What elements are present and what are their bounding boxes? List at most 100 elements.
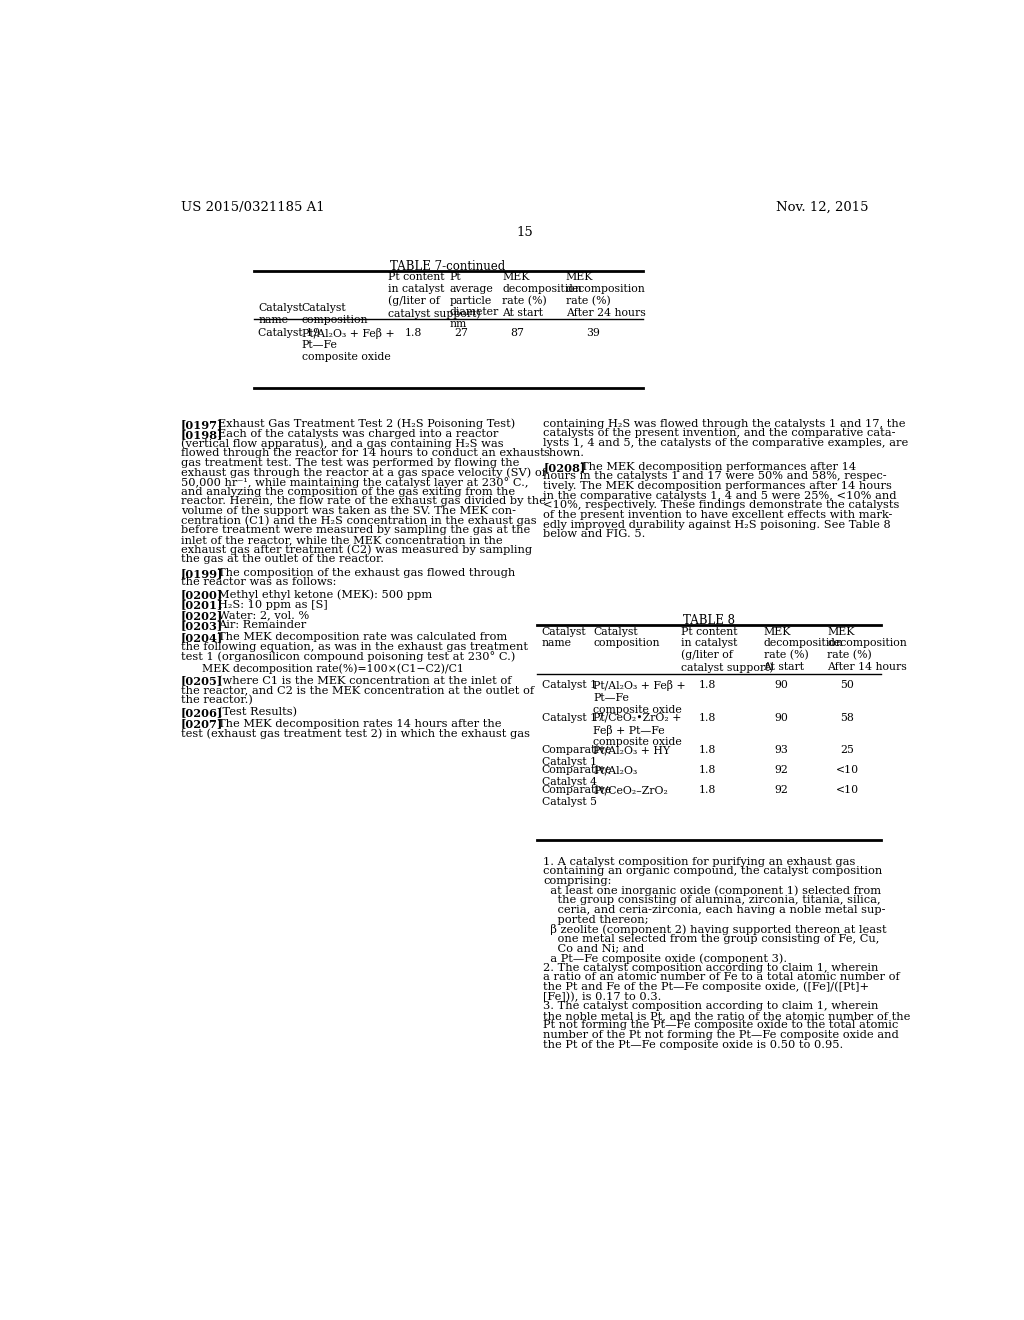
Text: The MEK decomposition rate was calculated from: The MEK decomposition rate was calculate… <box>218 632 507 643</box>
Text: exhaust gas through the reactor at a gas space velocity (SV) of: exhaust gas through the reactor at a gas… <box>180 467 546 478</box>
Text: the group consisting of alumina, zirconia, titania, silica,: the group consisting of alumina, zirconi… <box>544 895 881 906</box>
Text: 1.8: 1.8 <box>698 785 716 795</box>
Text: the Pt and Fe of the Pt—Fe composite oxide, ([Fe]/([Pt]+: the Pt and Fe of the Pt—Fe composite oxi… <box>544 982 869 993</box>
Text: Pt/CeO₂–ZrO₂: Pt/CeO₂–ZrO₂ <box>593 785 668 795</box>
Text: containing an organic compound, the catalyst composition: containing an organic compound, the cata… <box>544 866 883 876</box>
Text: [0203]: [0203] <box>180 620 223 631</box>
Text: <10%, respectively. These findings demonstrate the catalysts: <10%, respectively. These findings demon… <box>544 500 900 511</box>
Text: Pt/Al₂O₃ + Feβ +
Pt—Fe
composite oxide: Pt/Al₂O₃ + Feβ + Pt—Fe composite oxide <box>593 681 686 714</box>
Text: flowed through the reactor for 14 hours to conduct an exhaust: flowed through the reactor for 14 hours … <box>180 449 545 458</box>
Text: [0204]: [0204] <box>180 632 223 643</box>
Text: comprising:: comprising: <box>544 876 611 886</box>
Text: Pt/CeO₂•ZrO₂ +
Feβ + Pt—Fe
composite oxide: Pt/CeO₂•ZrO₂ + Feβ + Pt—Fe composite oxi… <box>593 713 682 747</box>
Text: centration (C1) and the H₂S concentration in the exhaust gas: centration (C1) and the H₂S concentratio… <box>180 516 537 527</box>
Text: [0198]: [0198] <box>180 429 223 440</box>
Text: H₂S: 10 ppm as [S]: H₂S: 10 ppm as [S] <box>218 599 328 610</box>
Text: Methyl ethyl ketone (MEK): 500 ppm: Methyl ethyl ketone (MEK): 500 ppm <box>218 589 432 599</box>
Text: volume of the support was taken as the SV. The MEK con-: volume of the support was taken as the S… <box>180 506 516 516</box>
Text: a Pt—Fe composite oxide (component 3).: a Pt—Fe composite oxide (component 3). <box>544 953 787 964</box>
Text: containing H₂S was flowed through the catalysts 1 and 17, the: containing H₂S was flowed through the ca… <box>544 418 906 429</box>
Text: catalysts of the present invention, and the comparative cata-: catalysts of the present invention, and … <box>544 428 896 438</box>
Text: test 1 (organosilicon compound poisoning test at 230° C.): test 1 (organosilicon compound poisoning… <box>180 652 515 663</box>
Text: ceria, and ceria-zirconia, each having a noble metal sup-: ceria, and ceria-zirconia, each having a… <box>544 906 886 915</box>
Text: reactor. Herein, the flow rate of the exhaust gas divided by the: reactor. Herein, the flow rate of the ex… <box>180 496 546 507</box>
Text: US 2015/0321185 A1: US 2015/0321185 A1 <box>180 201 325 214</box>
Text: exhaust gas after treatment (C2) was measured by sampling: exhaust gas after treatment (C2) was mea… <box>180 545 531 556</box>
Text: gas treatment test. The test was performed by flowing the: gas treatment test. The test was perform… <box>180 458 519 467</box>
Text: at least one inorganic oxide (component 1) selected from: at least one inorganic oxide (component … <box>544 886 882 896</box>
Text: Nov. 12, 2015: Nov. 12, 2015 <box>776 201 869 214</box>
Text: [0202]: [0202] <box>180 610 223 620</box>
Text: Comparative
Catalyst 4: Comparative Catalyst 4 <box>542 766 612 787</box>
Text: test (exhaust gas treatment test 2) in which the exhaust gas: test (exhaust gas treatment test 2) in w… <box>180 729 529 739</box>
Text: the reactor.): the reactor.) <box>180 694 253 705</box>
Text: The MEK decomposition performances after 14: The MEK decomposition performances after… <box>581 462 856 471</box>
Text: shown.: shown. <box>544 447 585 458</box>
Text: [Fe])), is 0.17 to 0.3.: [Fe])), is 0.17 to 0.3. <box>544 991 662 1002</box>
Text: <10: <10 <box>836 785 859 795</box>
Text: Comparative
Catalyst 1: Comparative Catalyst 1 <box>542 744 612 767</box>
Text: 1. A catalyst composition for purifying an exhaust gas: 1. A catalyst composition for purifying … <box>544 857 856 867</box>
Text: 92: 92 <box>774 785 788 795</box>
Text: of the present invention to have excellent effects with mark-: of the present invention to have excelle… <box>544 510 893 520</box>
Text: 1.8: 1.8 <box>698 681 716 690</box>
Text: and analyzing the composition of the gas exiting from the: and analyzing the composition of the gas… <box>180 487 515 496</box>
Text: in the comparative catalysts 1, 4 and 5 were 25%, <10% and: in the comparative catalysts 1, 4 and 5 … <box>544 491 897 500</box>
Text: TABLE 8: TABLE 8 <box>683 614 735 627</box>
Text: β zeolite (component 2) having supported thereon at least: β zeolite (component 2) having supported… <box>544 924 887 935</box>
Text: 1.8: 1.8 <box>698 744 716 755</box>
Text: the Pt of the Pt—Fe composite oxide is 0.50 to 0.95.: the Pt of the Pt—Fe composite oxide is 0… <box>544 1040 844 1049</box>
Text: MEK
decomposition
rate (%)
At start: MEK decomposition rate (%) At start <box>503 272 582 318</box>
Text: Pt content
in catalyst
(g/liter of
catalyst support): Pt content in catalyst (g/liter of catal… <box>388 272 480 318</box>
Text: Air: Remainder: Air: Remainder <box>218 620 306 631</box>
Text: 58: 58 <box>841 713 854 723</box>
Text: Catalyst
name: Catalyst name <box>542 627 587 648</box>
Text: [0206]: [0206] <box>180 706 223 718</box>
Text: (where C1 is the MEK concentration at the inlet of: (where C1 is the MEK concentration at th… <box>218 676 511 686</box>
Text: 1.8: 1.8 <box>404 327 422 338</box>
Text: Pt/Al₂O₃: Pt/Al₂O₃ <box>593 766 637 775</box>
Text: Exhaust Gas Treatment Test 2 (H₂S Poisoning Test): Exhaust Gas Treatment Test 2 (H₂S Poison… <box>218 418 515 429</box>
Text: edly improved durability against H₂S poisoning. See Table 8: edly improved durability against H₂S poi… <box>544 520 891 529</box>
Text: 27: 27 <box>455 327 468 338</box>
Text: Catalyst
composition: Catalyst composition <box>302 304 368 325</box>
Text: [0200]: [0200] <box>180 589 223 601</box>
Text: [0205]: [0205] <box>180 676 223 686</box>
Text: 90: 90 <box>774 681 788 690</box>
Text: below and FIG. 5.: below and FIG. 5. <box>544 529 646 539</box>
Text: Catalyst 1: Catalyst 1 <box>542 681 597 690</box>
Text: MEK
decomposition
rate (%)
After 24 hours: MEK decomposition rate (%) After 24 hour… <box>566 272 645 318</box>
Text: [0208]: [0208] <box>544 462 586 473</box>
Text: 92: 92 <box>774 766 788 775</box>
Text: TABLE 7-continued: TABLE 7-continued <box>390 260 505 273</box>
Text: [0207]: [0207] <box>180 718 223 730</box>
Text: 87: 87 <box>510 327 524 338</box>
Text: 2. The catalyst composition according to claim 1, wherein: 2. The catalyst composition according to… <box>544 962 879 973</box>
Text: the following equation, as was in the exhaust gas treatment: the following equation, as was in the ex… <box>180 642 527 652</box>
Text: inlet of the reactor, while the MEK concentration in the: inlet of the reactor, while the MEK conc… <box>180 535 503 545</box>
Text: 50,000 hr⁻¹, while maintaining the catalyst layer at 230° C.,: 50,000 hr⁻¹, while maintaining the catal… <box>180 478 528 488</box>
Text: Pt/Al₂O₃ + HY: Pt/Al₂O₃ + HY <box>593 744 670 755</box>
Text: number of the Pt not forming the Pt—Fe composite oxide and: number of the Pt not forming the Pt—Fe c… <box>544 1030 899 1040</box>
Text: 25: 25 <box>841 744 854 755</box>
Text: one metal selected from the group consisting of Fe, Cu,: one metal selected from the group consis… <box>544 933 880 944</box>
Text: 93: 93 <box>774 744 788 755</box>
Text: hours in the catalysts 1 and 17 were 50% and 58%, respec-: hours in the catalysts 1 and 17 were 50%… <box>544 471 887 482</box>
Text: before treatment were measured by sampling the gas at the: before treatment were measured by sampli… <box>180 525 530 536</box>
Text: 1.8: 1.8 <box>698 766 716 775</box>
Text: Pt
average
particle
diameter
nm: Pt average particle diameter nm <box>450 272 499 329</box>
Text: tively. The MEK decomposition performances after 14 hours: tively. The MEK decomposition performanc… <box>544 480 892 491</box>
Text: 50: 50 <box>841 681 854 690</box>
Text: the gas at the outlet of the reactor.: the gas at the outlet of the reactor. <box>180 554 384 564</box>
Text: [0197]: [0197] <box>180 418 223 430</box>
Text: the reactor was as follows:: the reactor was as follows: <box>180 577 336 587</box>
Text: The MEK decomposition rates 14 hours after the: The MEK decomposition rates 14 hours aft… <box>218 718 502 729</box>
Text: 3. The catalyst composition according to claim 1, wherein: 3. The catalyst composition according to… <box>544 1001 879 1011</box>
Text: Water: 2, vol. %: Water: 2, vol. % <box>218 610 309 620</box>
Text: MEK
decomposition
rate (%)
At start: MEK decomposition rate (%) At start <box>764 627 843 672</box>
Text: ported thereon;: ported thereon; <box>544 915 649 924</box>
Text: Comparative
Catalyst 5: Comparative Catalyst 5 <box>542 785 612 807</box>
Text: MEK decomposition rate(%)=100×(C1−C2)/C1: MEK decomposition rate(%)=100×(C1−C2)/C1 <box>203 664 464 675</box>
Text: Each of the catalysts was charged into a reactor: Each of the catalysts was charged into a… <box>218 429 499 440</box>
Text: (vertical flow apparatus), and a gas containing H₂S was: (vertical flow apparatus), and a gas con… <box>180 438 504 449</box>
